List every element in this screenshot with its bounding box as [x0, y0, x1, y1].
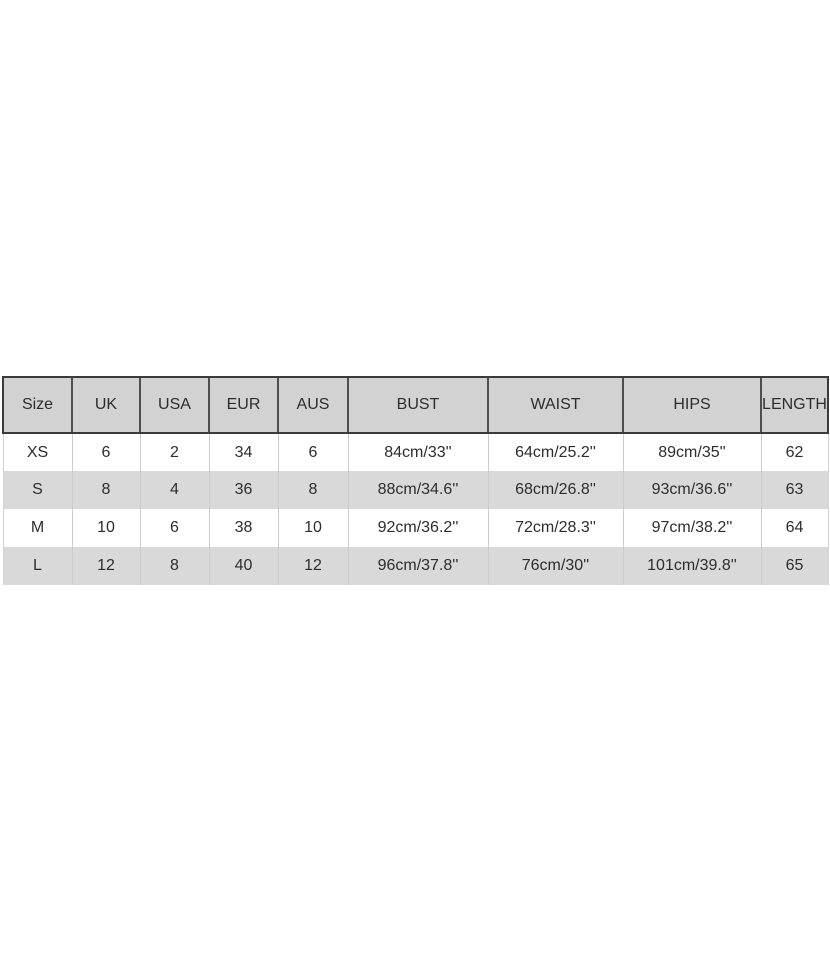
table-cell: 88cm/34.6'' [347, 471, 488, 509]
table-cell: 76cm/30'' [487, 547, 623, 585]
table-cell: 65 [760, 547, 829, 585]
header-row: Size UK USA EUR AUS BUST WAIST HIPS LENG… [2, 376, 829, 434]
table-cell: 36 [208, 471, 278, 509]
table-cell: 63 [760, 471, 829, 509]
col-header-hips: HIPS [622, 376, 761, 434]
table-cell: 4 [139, 471, 209, 509]
table-row-l: L 12 8 40 12 96cm/37.8'' 76cm/30'' 101cm… [2, 547, 829, 585]
table-cell: 38 [208, 509, 278, 547]
table-cell: 84cm/33'' [347, 433, 488, 471]
table-cell: 10 [71, 509, 140, 547]
col-header-length: LENGTH [760, 376, 829, 434]
table-cell: 2 [139, 433, 209, 471]
table-cell: 34 [208, 433, 278, 471]
table-row-xs: XS 6 2 34 6 84cm/33'' 64cm/25.2'' 89cm/3… [2, 433, 829, 471]
table-cell: 40 [208, 547, 278, 585]
table-row-m: M 10 6 38 10 92cm/36.2'' 72cm/28.3'' 97c… [2, 509, 829, 547]
table-cell: 72cm/28.3'' [487, 509, 623, 547]
table-cell: 93cm/36.6'' [622, 471, 761, 509]
col-header-aus: AUS [277, 376, 348, 434]
table-row-s: S 8 4 36 8 88cm/34.6'' 68cm/26.8'' 93cm/… [2, 471, 829, 509]
col-header-eur: EUR [208, 376, 278, 434]
col-header-uk: UK [71, 376, 140, 434]
table-cell: 62 [760, 433, 829, 471]
table-cell: 68cm/26.8'' [487, 471, 623, 509]
table-cell: XS [2, 433, 72, 471]
table-cell: 12 [71, 547, 140, 585]
table-cell: 6 [71, 433, 140, 471]
table-cell: 12 [277, 547, 348, 585]
table-cell: 92cm/36.2'' [347, 509, 488, 547]
table-cell: 96cm/37.8'' [347, 547, 488, 585]
table-cell: L [2, 547, 72, 585]
table-cell: 8 [139, 547, 209, 585]
table-cell: 8 [277, 471, 348, 509]
table-cell: 64 [760, 509, 829, 547]
table-cell: 97cm/38.2'' [622, 509, 761, 547]
col-header-size: Size [2, 376, 72, 434]
size-chart-table: Size UK USA EUR AUS BUST WAIST HIPS LENG… [2, 376, 829, 585]
table-cell: 6 [139, 509, 209, 547]
table-cell: 64cm/25.2'' [487, 433, 623, 471]
col-header-bust: BUST [347, 376, 488, 434]
table-cell: S [2, 471, 72, 509]
table-cell: 101cm/39.8'' [622, 547, 761, 585]
table-cell: 8 [71, 471, 140, 509]
col-header-waist: WAIST [487, 376, 623, 434]
col-header-usa: USA [139, 376, 209, 434]
table-cell: M [2, 509, 72, 547]
table-cell: 6 [277, 433, 348, 471]
table-cell: 89cm/35'' [622, 433, 761, 471]
table-cell: 10 [277, 509, 348, 547]
